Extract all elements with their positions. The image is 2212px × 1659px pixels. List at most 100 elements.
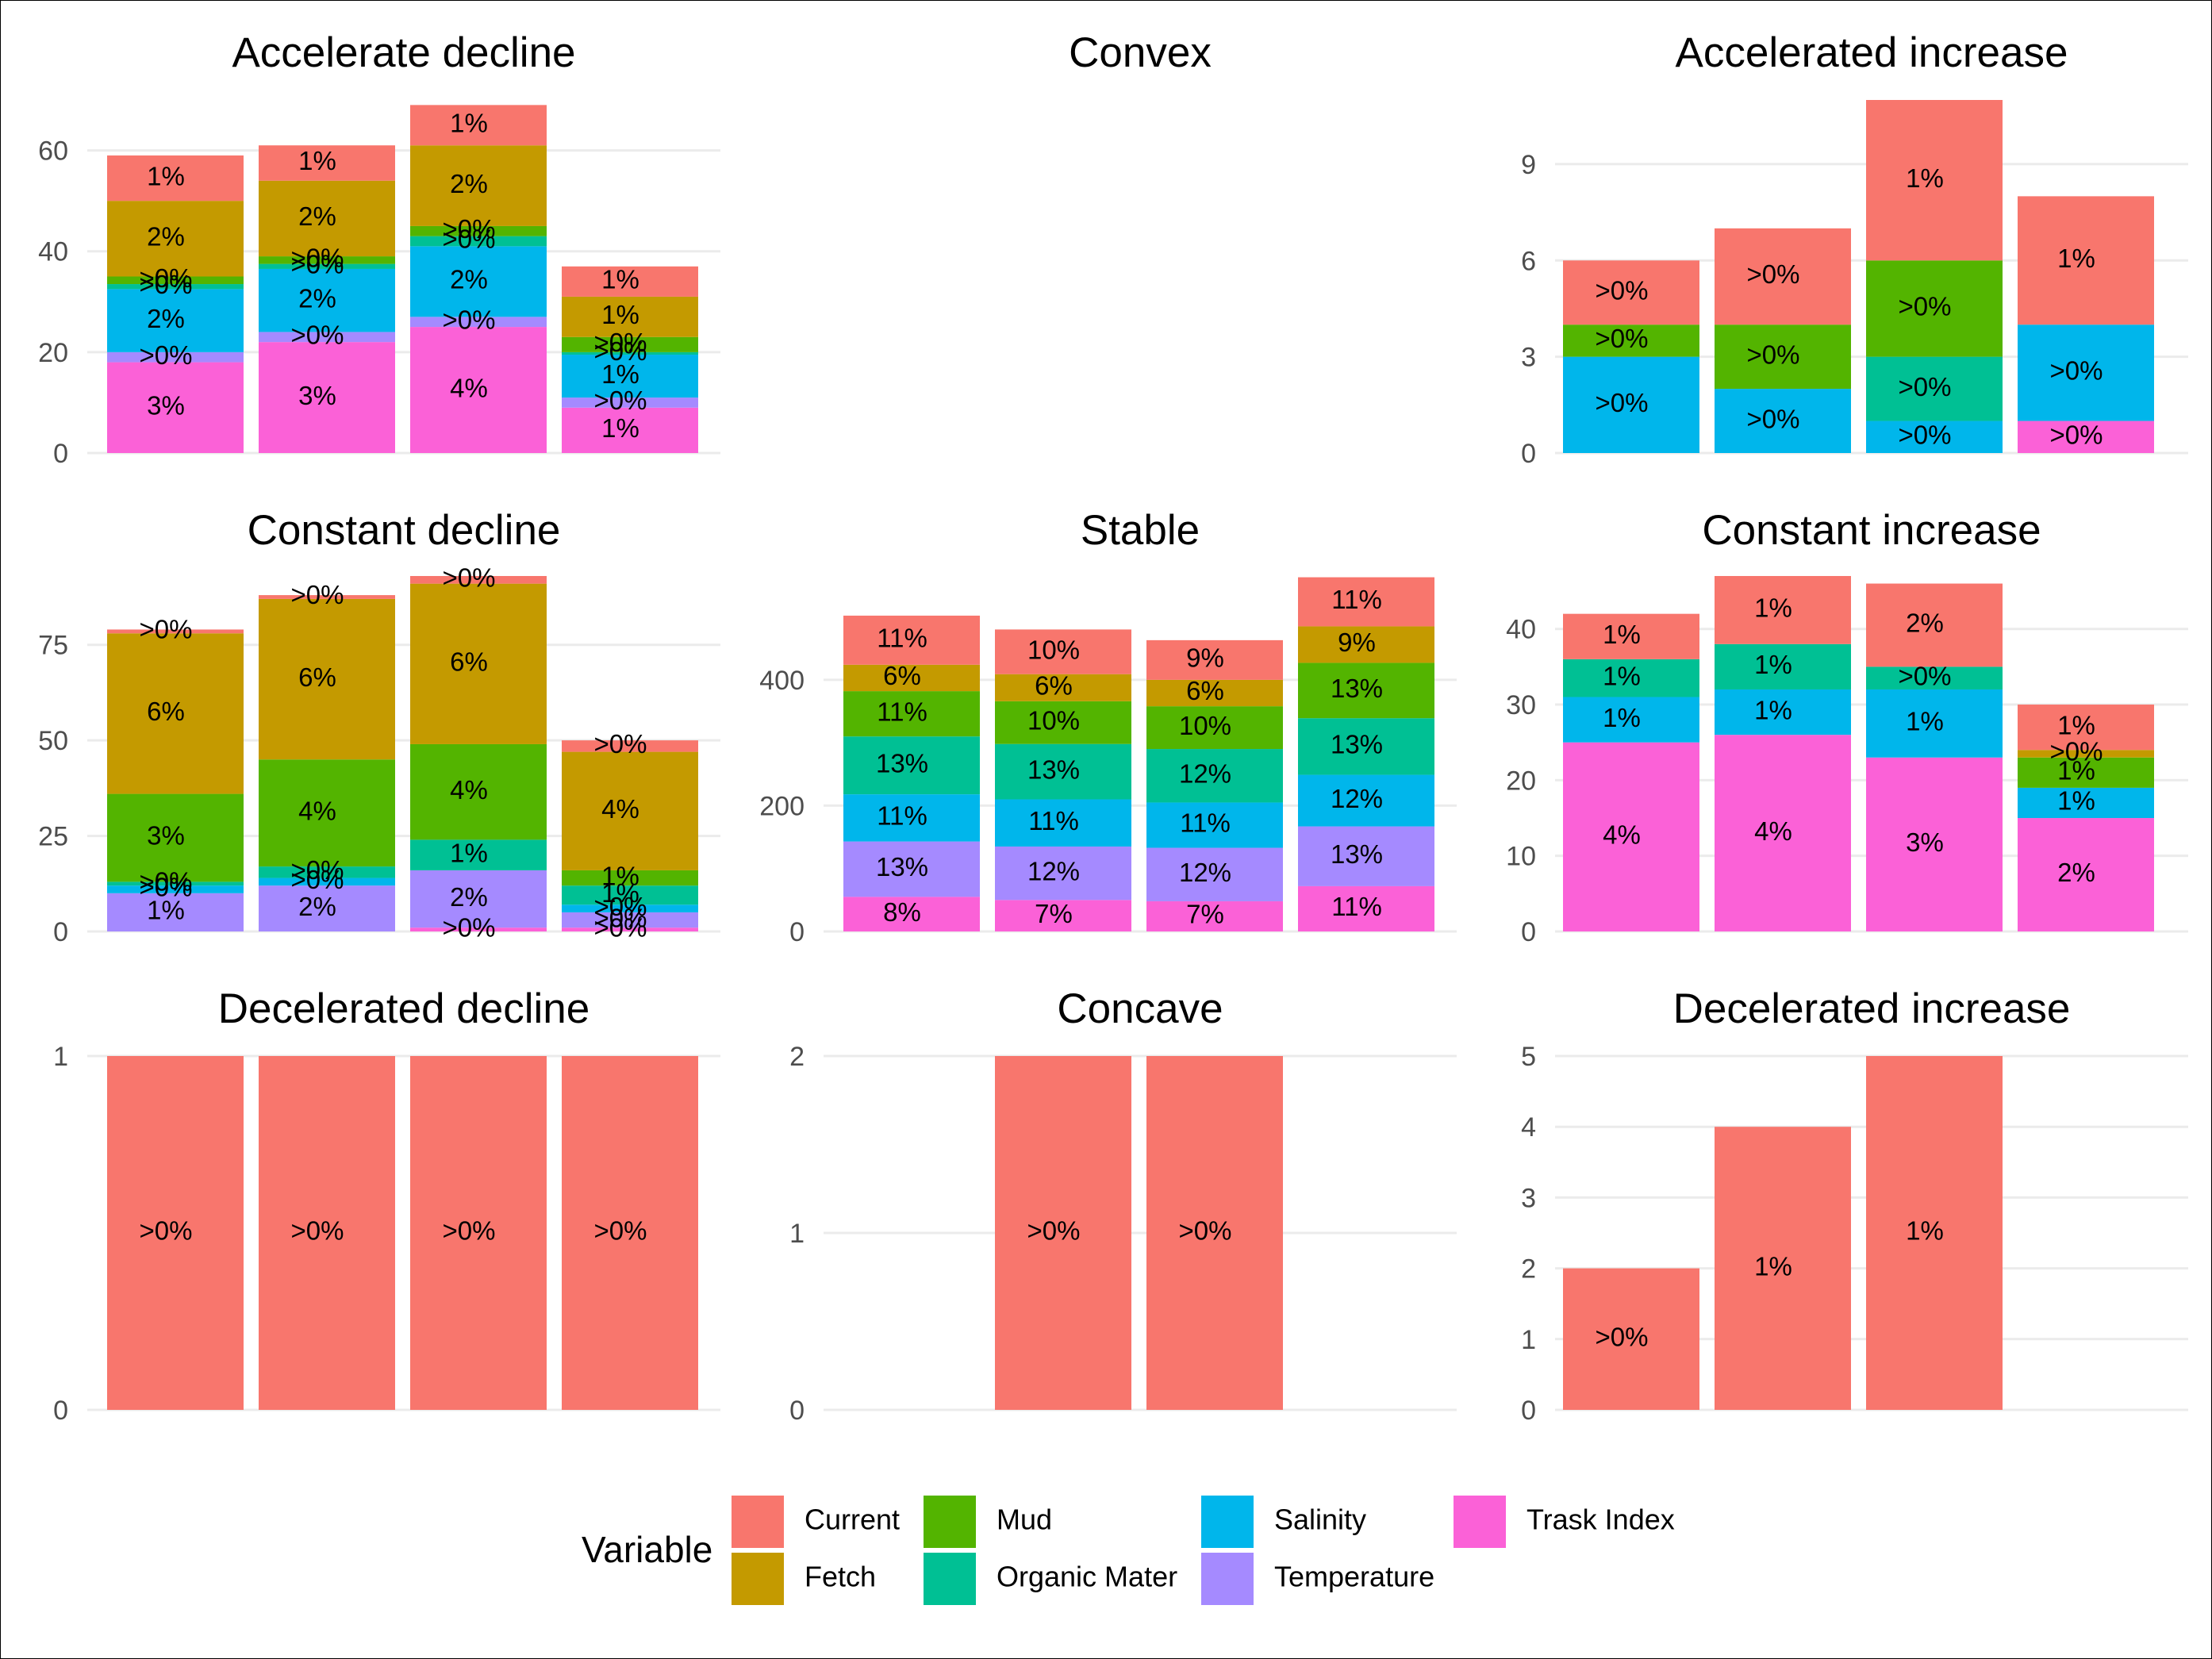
segment-label: >0% xyxy=(1596,275,1649,305)
bar-segment xyxy=(259,866,395,878)
bar-segment xyxy=(843,615,980,665)
segment-label: 8% xyxy=(883,897,921,927)
bar-segment xyxy=(843,736,980,795)
segment-label: 2% xyxy=(450,882,488,912)
segment-label: >0% xyxy=(140,1216,193,1246)
y-tick-label: 10 xyxy=(1506,842,1536,872)
segment-label: 1% xyxy=(2057,756,2095,785)
bar-segment xyxy=(107,893,244,931)
y-tick-label: 1 xyxy=(1521,1325,1536,1355)
segment-label: >0% xyxy=(291,321,344,350)
bar-segment xyxy=(2018,787,2154,819)
panel-title: Constant increase xyxy=(1702,507,2041,554)
segment-label: >0% xyxy=(2050,356,2103,386)
segment-label: >0% xyxy=(1027,1216,1081,1246)
bar-segment xyxy=(2018,325,2154,421)
bar-segment xyxy=(410,236,547,247)
segment-label: 7% xyxy=(1035,899,1073,928)
legend-label: Temperature xyxy=(1274,1561,1434,1593)
segment-label: 12% xyxy=(1331,784,1383,813)
panel-title: Accelerated increase xyxy=(1676,29,2068,76)
y-tick-label: 3 xyxy=(1521,1183,1536,1213)
segment-label: >0% xyxy=(140,615,193,644)
bar-segment xyxy=(259,1056,395,1410)
bar: 11% 13% 12% 13% 13% 9% 11% xyxy=(1298,577,1434,931)
segment-label: 9% xyxy=(1338,628,1376,657)
bar-segment xyxy=(1298,718,1434,775)
segment-label: >0% xyxy=(1899,420,1952,449)
bar-segment xyxy=(843,691,980,737)
bar: 1% xyxy=(1715,1127,1851,1410)
segment-label: >0% xyxy=(2050,420,2103,449)
y-tick-label: 1 xyxy=(789,1219,805,1249)
bar-segment xyxy=(562,1056,698,1410)
bar-segment xyxy=(410,145,547,226)
segment-label: 1% xyxy=(601,861,639,890)
segment-label: >0% xyxy=(291,865,344,894)
bar: 3%>0%2%>0%>0%2%1% xyxy=(259,145,395,453)
segment-label: 2% xyxy=(298,892,336,921)
segment-label: >0% xyxy=(1179,1216,1232,1246)
bar: >0% >0% >0% xyxy=(1715,228,1851,453)
bar-segment xyxy=(1866,100,2003,261)
segment-label: >0% xyxy=(594,912,647,942)
segment-label: 4% xyxy=(298,796,336,825)
y-tick-label: 0 xyxy=(1521,1396,1536,1426)
bar-segment xyxy=(107,155,244,202)
panel-title: Decelerated increase xyxy=(1673,985,2071,1032)
segment-label: 13% xyxy=(876,748,928,778)
segment-label: 2% xyxy=(298,283,336,313)
legend-swatch xyxy=(924,1496,976,1548)
bar-segment xyxy=(1715,325,1851,390)
bar-segment xyxy=(1866,260,2003,357)
bar-segment xyxy=(1715,1127,1851,1410)
segment-label: 1% xyxy=(450,109,488,138)
y-tick-label: 3 xyxy=(1521,343,1536,373)
bar: >0% xyxy=(410,1056,547,1410)
bar-segment xyxy=(995,743,1131,800)
segment-label: 2% xyxy=(2057,858,2095,887)
segment-label: 1% xyxy=(601,878,639,908)
facet-panel: Accelerated increase0369>0%>0%>0%>0%>0%>… xyxy=(1521,29,2188,469)
segment-label: >0% xyxy=(443,563,496,593)
bar-segment xyxy=(2018,750,2154,758)
y-tick-label: 6 xyxy=(1521,246,1536,276)
facet-panel: Stable02004008%13%11%13%11%6%11%7%12%11%… xyxy=(759,507,1457,947)
legend-item: Trask Index xyxy=(1454,1496,1675,1548)
bar: >0% xyxy=(562,1056,698,1410)
y-tick-label: 0 xyxy=(1521,439,1536,469)
bar-segment xyxy=(562,397,698,408)
segment-label: 1% xyxy=(601,413,639,443)
legend-title: Variable xyxy=(582,1529,712,1570)
bar-segment xyxy=(1146,847,1283,901)
bar-segment xyxy=(1866,689,2003,758)
bar-segment xyxy=(410,576,547,584)
bar-segment xyxy=(107,881,244,886)
facet-panel: Accelerate decline02040603%>0%2%>0%>0%2%… xyxy=(38,29,720,469)
segment-label: >0% xyxy=(1899,372,1952,401)
segment-label: 12% xyxy=(1179,758,1231,788)
bar-segment xyxy=(562,870,698,886)
bar-segment xyxy=(107,1056,244,1410)
segment-label: >0% xyxy=(594,1216,647,1246)
y-tick-label: 4 xyxy=(1521,1112,1536,1142)
segment-label: 11% xyxy=(1331,585,1382,614)
segment-label: 6% xyxy=(1035,670,1073,700)
segment-label: >0% xyxy=(140,873,193,902)
legend-swatch xyxy=(1201,1496,1254,1548)
segment-label: 1% xyxy=(1906,1216,1944,1246)
segment-label: >0% xyxy=(1596,388,1649,417)
segment-label: 11% xyxy=(877,697,927,726)
bar-segment xyxy=(562,885,698,905)
bar-segment xyxy=(1146,802,1283,848)
bar-segment xyxy=(843,664,980,692)
segment-label: 11% xyxy=(1028,806,1079,835)
bar-segment xyxy=(259,759,395,867)
bar-segment xyxy=(843,794,980,842)
segment-label: 1% xyxy=(2057,244,2095,273)
y-tick-label: 20 xyxy=(38,338,68,368)
legend-label: Salinity xyxy=(1274,1503,1366,1536)
bar: 4% 1% 1% 1% xyxy=(1715,576,1851,931)
bar-segment xyxy=(107,629,244,634)
bar-segment xyxy=(1866,421,2003,453)
